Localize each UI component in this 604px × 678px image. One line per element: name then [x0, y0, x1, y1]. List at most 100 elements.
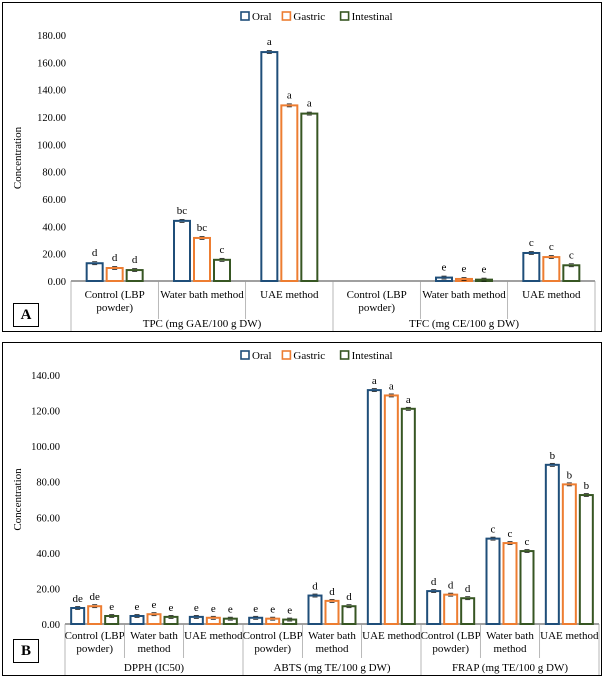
y-tick-label: 60.00	[36, 513, 60, 524]
significance-letter: d	[431, 576, 437, 588]
bar-gastric	[205, 616, 221, 625]
bar-oral	[426, 590, 442, 626]
x-group-label: DPPH (IC50)	[124, 662, 185, 674]
significance-letter: a	[389, 380, 394, 392]
x-category-label: Control (LBP	[65, 630, 125, 642]
legend-label-gastric: Gastric	[293, 11, 325, 23]
chart-panel-b: Oral Gastric Intestinal Concentration 0.00 20…	[2, 342, 602, 676]
bar-oral	[173, 219, 191, 283]
bar-gastric	[87, 605, 103, 626]
panel-label-a: A	[13, 303, 39, 327]
y-tick-label: 60.00	[42, 195, 66, 206]
significance-letter: e	[135, 601, 140, 613]
chart-b-svg: Oral Gastric Intestinal Concentration 0.00 20…	[12, 350, 600, 675]
significance-letter: a	[307, 98, 312, 110]
significance-letter: d	[92, 247, 98, 259]
x-category-label: powder)	[254, 643, 291, 655]
y-tick-label: 40.00	[36, 549, 60, 560]
significance-letter: e	[194, 602, 199, 614]
bar-gastric	[443, 593, 459, 625]
significance-letter: bc	[177, 205, 188, 217]
bar-intestinal	[104, 614, 120, 626]
y-tick-label: 120.00	[31, 407, 60, 418]
y-tick-label: 80.00	[42, 168, 66, 179]
x-category-label: Control (LBP	[347, 289, 407, 301]
y-tick-label: 80.00	[36, 478, 60, 489]
bar-gastric	[265, 617, 281, 625]
significance-letter: c	[220, 244, 225, 256]
bar-oral	[485, 537, 501, 625]
bar-intestinal	[213, 258, 231, 283]
significance-letter: d	[132, 254, 138, 266]
legend-swatch-oral	[240, 11, 250, 21]
x-category-label: UAE method	[540, 630, 599, 642]
y-tick-label: 0.00	[42, 620, 60, 631]
significance-letter: de	[72, 593, 83, 605]
significance-letter: e	[211, 603, 216, 615]
significance-letter: a	[406, 394, 411, 406]
x-group-label: FRAP (mg TE/100 g DW)	[452, 662, 568, 674]
bar-intestinal	[562, 264, 581, 282]
legend-swatch-intestinal	[339, 350, 350, 360]
y-tick-label: 140.00	[37, 86, 66, 97]
x-category-label: powder)	[358, 302, 395, 314]
bar-oral	[260, 51, 279, 283]
x-category-label: Control (LBP	[243, 630, 303, 642]
x-category-label: method	[494, 643, 527, 655]
bar-intestinal	[400, 407, 416, 625]
significance-letter: b	[584, 480, 590, 492]
legend-label-intestinal: Intestinal	[352, 11, 393, 23]
significance-letter: e	[253, 603, 258, 615]
x-group-label: TFC (mg CE/100 g DW)	[409, 318, 519, 330]
significance-letter: e	[152, 599, 157, 611]
significance-letter: d	[465, 583, 471, 595]
chart-a-svg: Oral Gastric Intestinal Concentration 0.00 20…	[12, 11, 596, 331]
bar-intestinal	[578, 494, 594, 625]
bar-oral	[70, 606, 86, 626]
legend-swatch-gastric	[281, 350, 292, 360]
bar-gastric	[455, 277, 473, 283]
significance-letter: d	[448, 580, 454, 592]
significance-letter: e	[462, 263, 467, 275]
y-tick-label: 140.00	[31, 371, 60, 382]
y-axis-label: Concentration	[12, 126, 24, 189]
x-category-label: method	[138, 643, 171, 655]
significance-letter: c	[549, 241, 554, 253]
y-tick-label: 40.00	[42, 222, 66, 233]
y-tick-label: 120.00	[37, 113, 66, 124]
significance-letter: d	[346, 591, 352, 603]
significance-letter: b	[567, 469, 573, 481]
legend-swatch-gastric	[281, 11, 292, 21]
y-tick-label: 160.00	[37, 58, 66, 69]
bar-intestinal	[519, 550, 535, 625]
bar-oral	[544, 463, 560, 625]
bar-gastric	[324, 599, 340, 625]
legend-swatch-oral	[240, 350, 250, 360]
x-category-label: Water bath	[130, 630, 178, 642]
significance-letter: bc	[197, 222, 208, 234]
bar-gastric	[105, 267, 124, 282]
significance-letter: e	[270, 604, 275, 616]
bar-oral	[85, 262, 104, 283]
x-group-label: TPC (mg GAE/100 g DW)	[143, 318, 262, 330]
x-category-label: UAE method	[184, 630, 243, 642]
y-tick-label: 100.00	[37, 140, 66, 151]
significance-letter: b	[550, 450, 556, 462]
bar-gastric	[542, 256, 561, 282]
bar-gastric	[502, 542, 518, 625]
y-tick-label: 20.00	[36, 584, 60, 595]
bar-intestinal	[341, 605, 357, 626]
y-tick-label: 20.00	[42, 250, 66, 261]
bar-oral	[522, 251, 541, 283]
legend-swatch-intestinal	[339, 11, 350, 21]
significance-letter: c	[569, 249, 574, 261]
significance-letter: e	[109, 601, 114, 613]
legend-label-oral: Oral	[252, 11, 272, 23]
x-category-label: Water bath method	[160, 289, 244, 301]
x-category-label: powder)	[432, 643, 469, 655]
x-category-label: UAE method	[362, 630, 421, 642]
significance-letter: d	[312, 581, 318, 593]
y-tick-label: 100.00	[31, 442, 60, 453]
bar-gastric	[280, 104, 299, 282]
significance-letter: c	[525, 536, 530, 548]
